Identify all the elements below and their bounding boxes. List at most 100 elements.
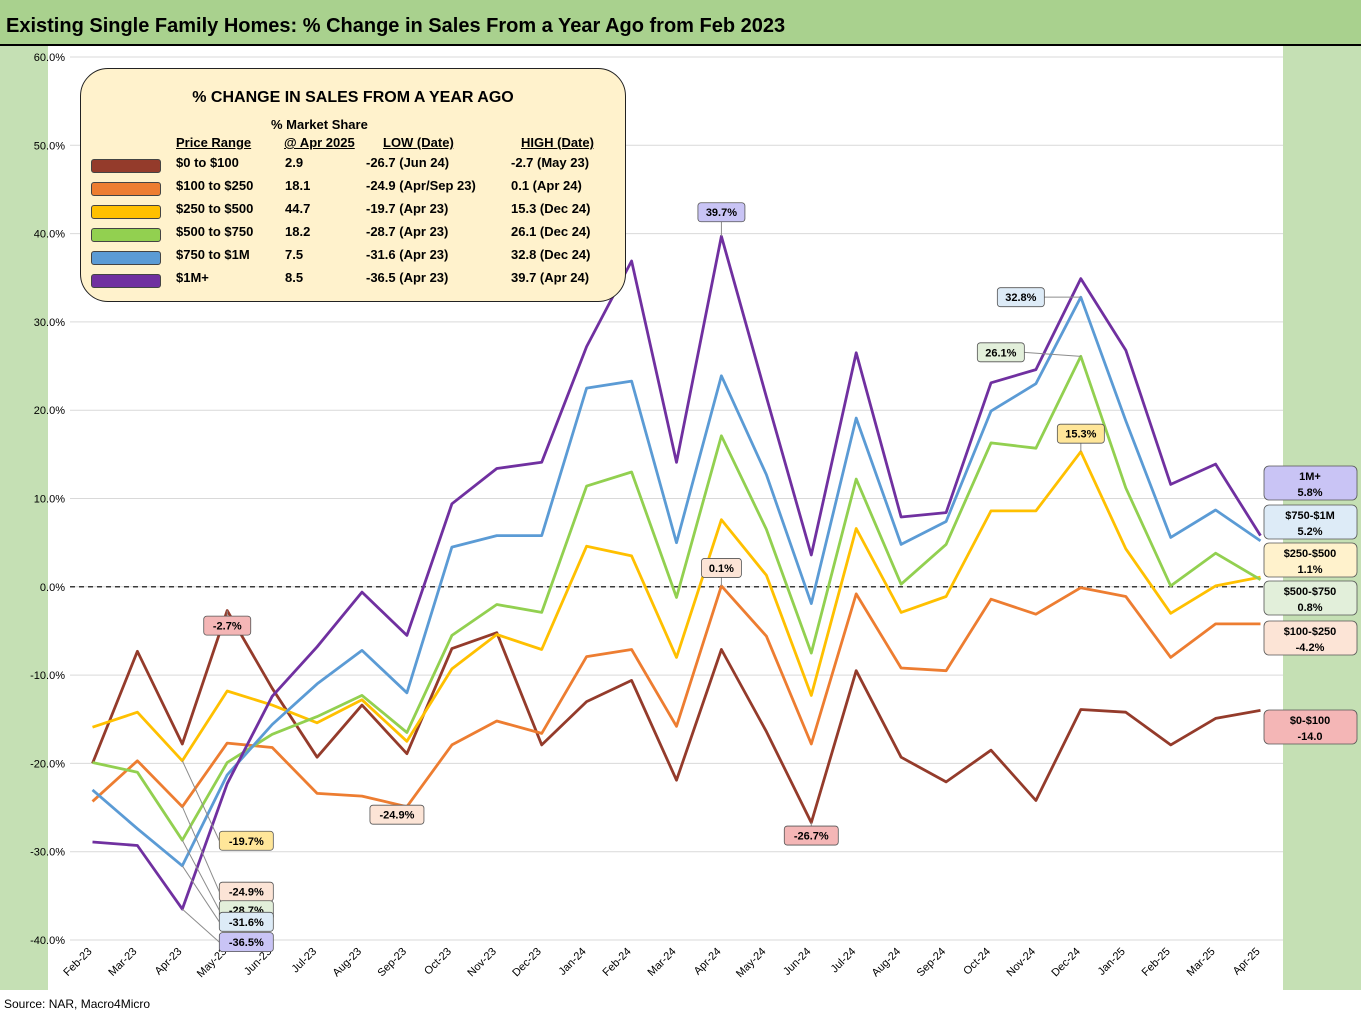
- legend-range: $100 to $250: [176, 178, 254, 193]
- legend-row: $100 to $250 18.1 -24.9 (Apr/Sep 23) 0.1 (A…: [81, 178, 625, 200]
- annotation-box: [218, 911, 274, 932]
- annotation-box: [697, 202, 746, 223]
- legend-header-share-top: % Market Share: [271, 117, 368, 132]
- legend-row: $750 to $1M 7.5 -31.6 (Apr 23) 32.8 (Dec 24…: [81, 247, 625, 269]
- callout-leader: [181, 806, 220, 892]
- legend-header-low: LOW (Date): [383, 135, 454, 150]
- legend-header-high: HIGH (Date): [521, 135, 594, 150]
- y-tick-label: 30.0%: [34, 317, 65, 329]
- legend-share: 18.2: [285, 224, 311, 239]
- legend-range: $750 to $1M: [176, 247, 250, 262]
- legend-swatch: [91, 182, 161, 196]
- legend-high: 39.7 (Apr 24): [511, 270, 590, 285]
- callout-leader: [181, 908, 220, 943]
- end-label-box: [1263, 465, 1358, 501]
- legend-high: 0.1 (Apr 24): [511, 178, 582, 193]
- legend-range: $1M+: [176, 270, 209, 285]
- y-tick-label: 60.0%: [34, 52, 65, 64]
- legend-share: 44.7: [285, 201, 311, 216]
- legend-low: -36.5 (Apr 23): [366, 270, 449, 285]
- annotation-label: -19.7%: [229, 836, 264, 848]
- y-tick-label: -20.0%: [30, 758, 65, 770]
- y-tick-label: 20.0%: [34, 405, 65, 417]
- end-label-name: $250-$500: [1284, 548, 1337, 560]
- legend-header-range: Price Range: [176, 135, 252, 150]
- legend-swatch: [91, 274, 161, 288]
- y-tick-label: -10.0%: [30, 670, 65, 682]
- end-label-name: $0-$100: [1290, 715, 1330, 727]
- legend-low: -28.7 (Apr 23): [366, 224, 449, 239]
- end-label-value: 1.1%: [1297, 564, 1322, 576]
- end-label-value: -14.0: [1297, 731, 1322, 743]
- legend-row: $500 to $750 18.2 -28.7 (Apr 23) 26.1 (Dec …: [81, 224, 625, 246]
- legend-swatch: [91, 251, 161, 265]
- title-bar: Existing Single Family Homes: % Change i…: [0, 0, 1361, 46]
- annotation-box: [996, 287, 1045, 308]
- legend-range: $0 to $100: [176, 155, 239, 170]
- end-label-box: [1263, 709, 1358, 745]
- annotation-box: [1056, 423, 1105, 444]
- annotation-label: -36.5%: [229, 937, 264, 949]
- legend-share: 18.1: [285, 178, 311, 193]
- y-tick-label: 40.0%: [34, 229, 65, 241]
- annotation-label: 39.7%: [706, 207, 737, 219]
- callout-leader: [181, 760, 220, 841]
- y-tick-label: -40.0%: [30, 935, 65, 947]
- legend-swatch: [91, 228, 161, 242]
- legend-high: 26.1 (Dec 24): [511, 224, 591, 239]
- legend-low: -24.9 (Apr/Sep 23): [366, 178, 476, 193]
- callout-leader: [1024, 351, 1081, 357]
- annotation-box: [701, 558, 742, 578]
- source-note: Source: NAR, Macro4Micro: [4, 997, 151, 1011]
- end-label-name: $750-$1M: [1285, 510, 1335, 522]
- legend-low: -19.7 (Apr 23): [366, 201, 449, 216]
- legend-share: 2.9: [285, 155, 304, 170]
- annotation-label: 15.3%: [1065, 429, 1096, 441]
- series-line: [91, 584, 1261, 809]
- end-label-name: 1M+: [1299, 471, 1321, 483]
- callout-leader: [181, 839, 220, 911]
- legend-swatch: [91, 205, 161, 219]
- legend-title: % CHANGE IN SALES FROM A YEAR AGO: [192, 89, 514, 106]
- end-label-value: -4.2%: [1296, 642, 1325, 654]
- annotation-label: -24.9%: [229, 887, 264, 899]
- annotation-label: -31.6%: [229, 917, 264, 929]
- callout-leader: [181, 865, 220, 923]
- left-band: [0, 46, 48, 990]
- legend-low: -26.7 (Jun 24): [366, 155, 450, 170]
- end-label-box: [1263, 580, 1358, 616]
- y-tick-label: 10.0%: [34, 494, 65, 506]
- end-label-name: $100-$250: [1284, 626, 1337, 638]
- legend-high: -2.7 (May 23): [511, 155, 590, 170]
- y-tick-label: 0.0%: [40, 582, 65, 594]
- annotation-box: [783, 825, 839, 846]
- series-line: [92, 354, 1262, 842]
- annotation-box: [218, 932, 274, 952]
- chart-title: Existing Single Family Homes: % Change i…: [6, 15, 786, 37]
- annotation-label: -2.7%: [213, 621, 242, 633]
- series-line: [91, 295, 1262, 868]
- legend-row: $0 to $100 2.9 -26.7 (Jun 24) -2.7 (May 23): [81, 155, 625, 177]
- legend-swatch: [91, 159, 161, 173]
- legend-row: $250 to $500 44.7 -19.7 (Apr 23) 15.3 (Dec …: [81, 201, 625, 223]
- annotation-label: 0.1%: [709, 563, 734, 575]
- legend-share: 7.5: [285, 247, 304, 262]
- end-label-box: [1263, 620, 1358, 656]
- annotation-label: -26.7%: [794, 831, 829, 843]
- legend-row: $1M+ 8.5 -36.5 (Apr 23) 39.7 (Apr 24): [81, 270, 625, 292]
- annotation-box: [369, 804, 425, 825]
- annotation-label: 32.8%: [1005, 292, 1036, 304]
- legend-range: $500 to $750: [176, 224, 254, 239]
- end-label-box: [1263, 504, 1358, 540]
- legend-high: 15.3 (Dec 24): [511, 201, 591, 216]
- annotation-box: [976, 342, 1025, 363]
- annotation-box: [203, 615, 252, 636]
- series-line: [92, 234, 1262, 911]
- annotation-label: -24.9%: [380, 810, 415, 822]
- end-label-value: 5.8%: [1297, 487, 1322, 499]
- legend-high: 32.8 (Dec 24): [511, 247, 591, 262]
- legend-range: $250 to $500: [176, 201, 254, 216]
- y-tick-label: -30.0%: [30, 847, 65, 859]
- legend-share: 8.5: [285, 270, 304, 285]
- y-tick-label: 50.0%: [34, 140, 65, 152]
